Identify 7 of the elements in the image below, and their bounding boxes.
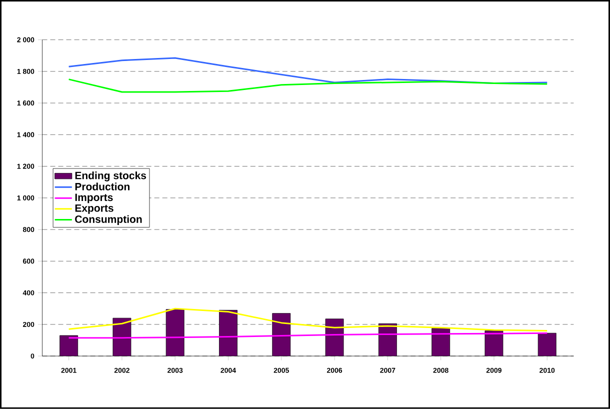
line-series <box>68 308 548 332</box>
legend-label: Ending stocks <box>75 172 146 182</box>
legend-label: Imports <box>75 194 113 204</box>
legend-label: Exports <box>75 204 114 214</box>
legend-label: Consumption <box>75 215 142 226</box>
line-series <box>68 78 548 93</box>
legend-label: Production <box>75 182 130 190</box>
